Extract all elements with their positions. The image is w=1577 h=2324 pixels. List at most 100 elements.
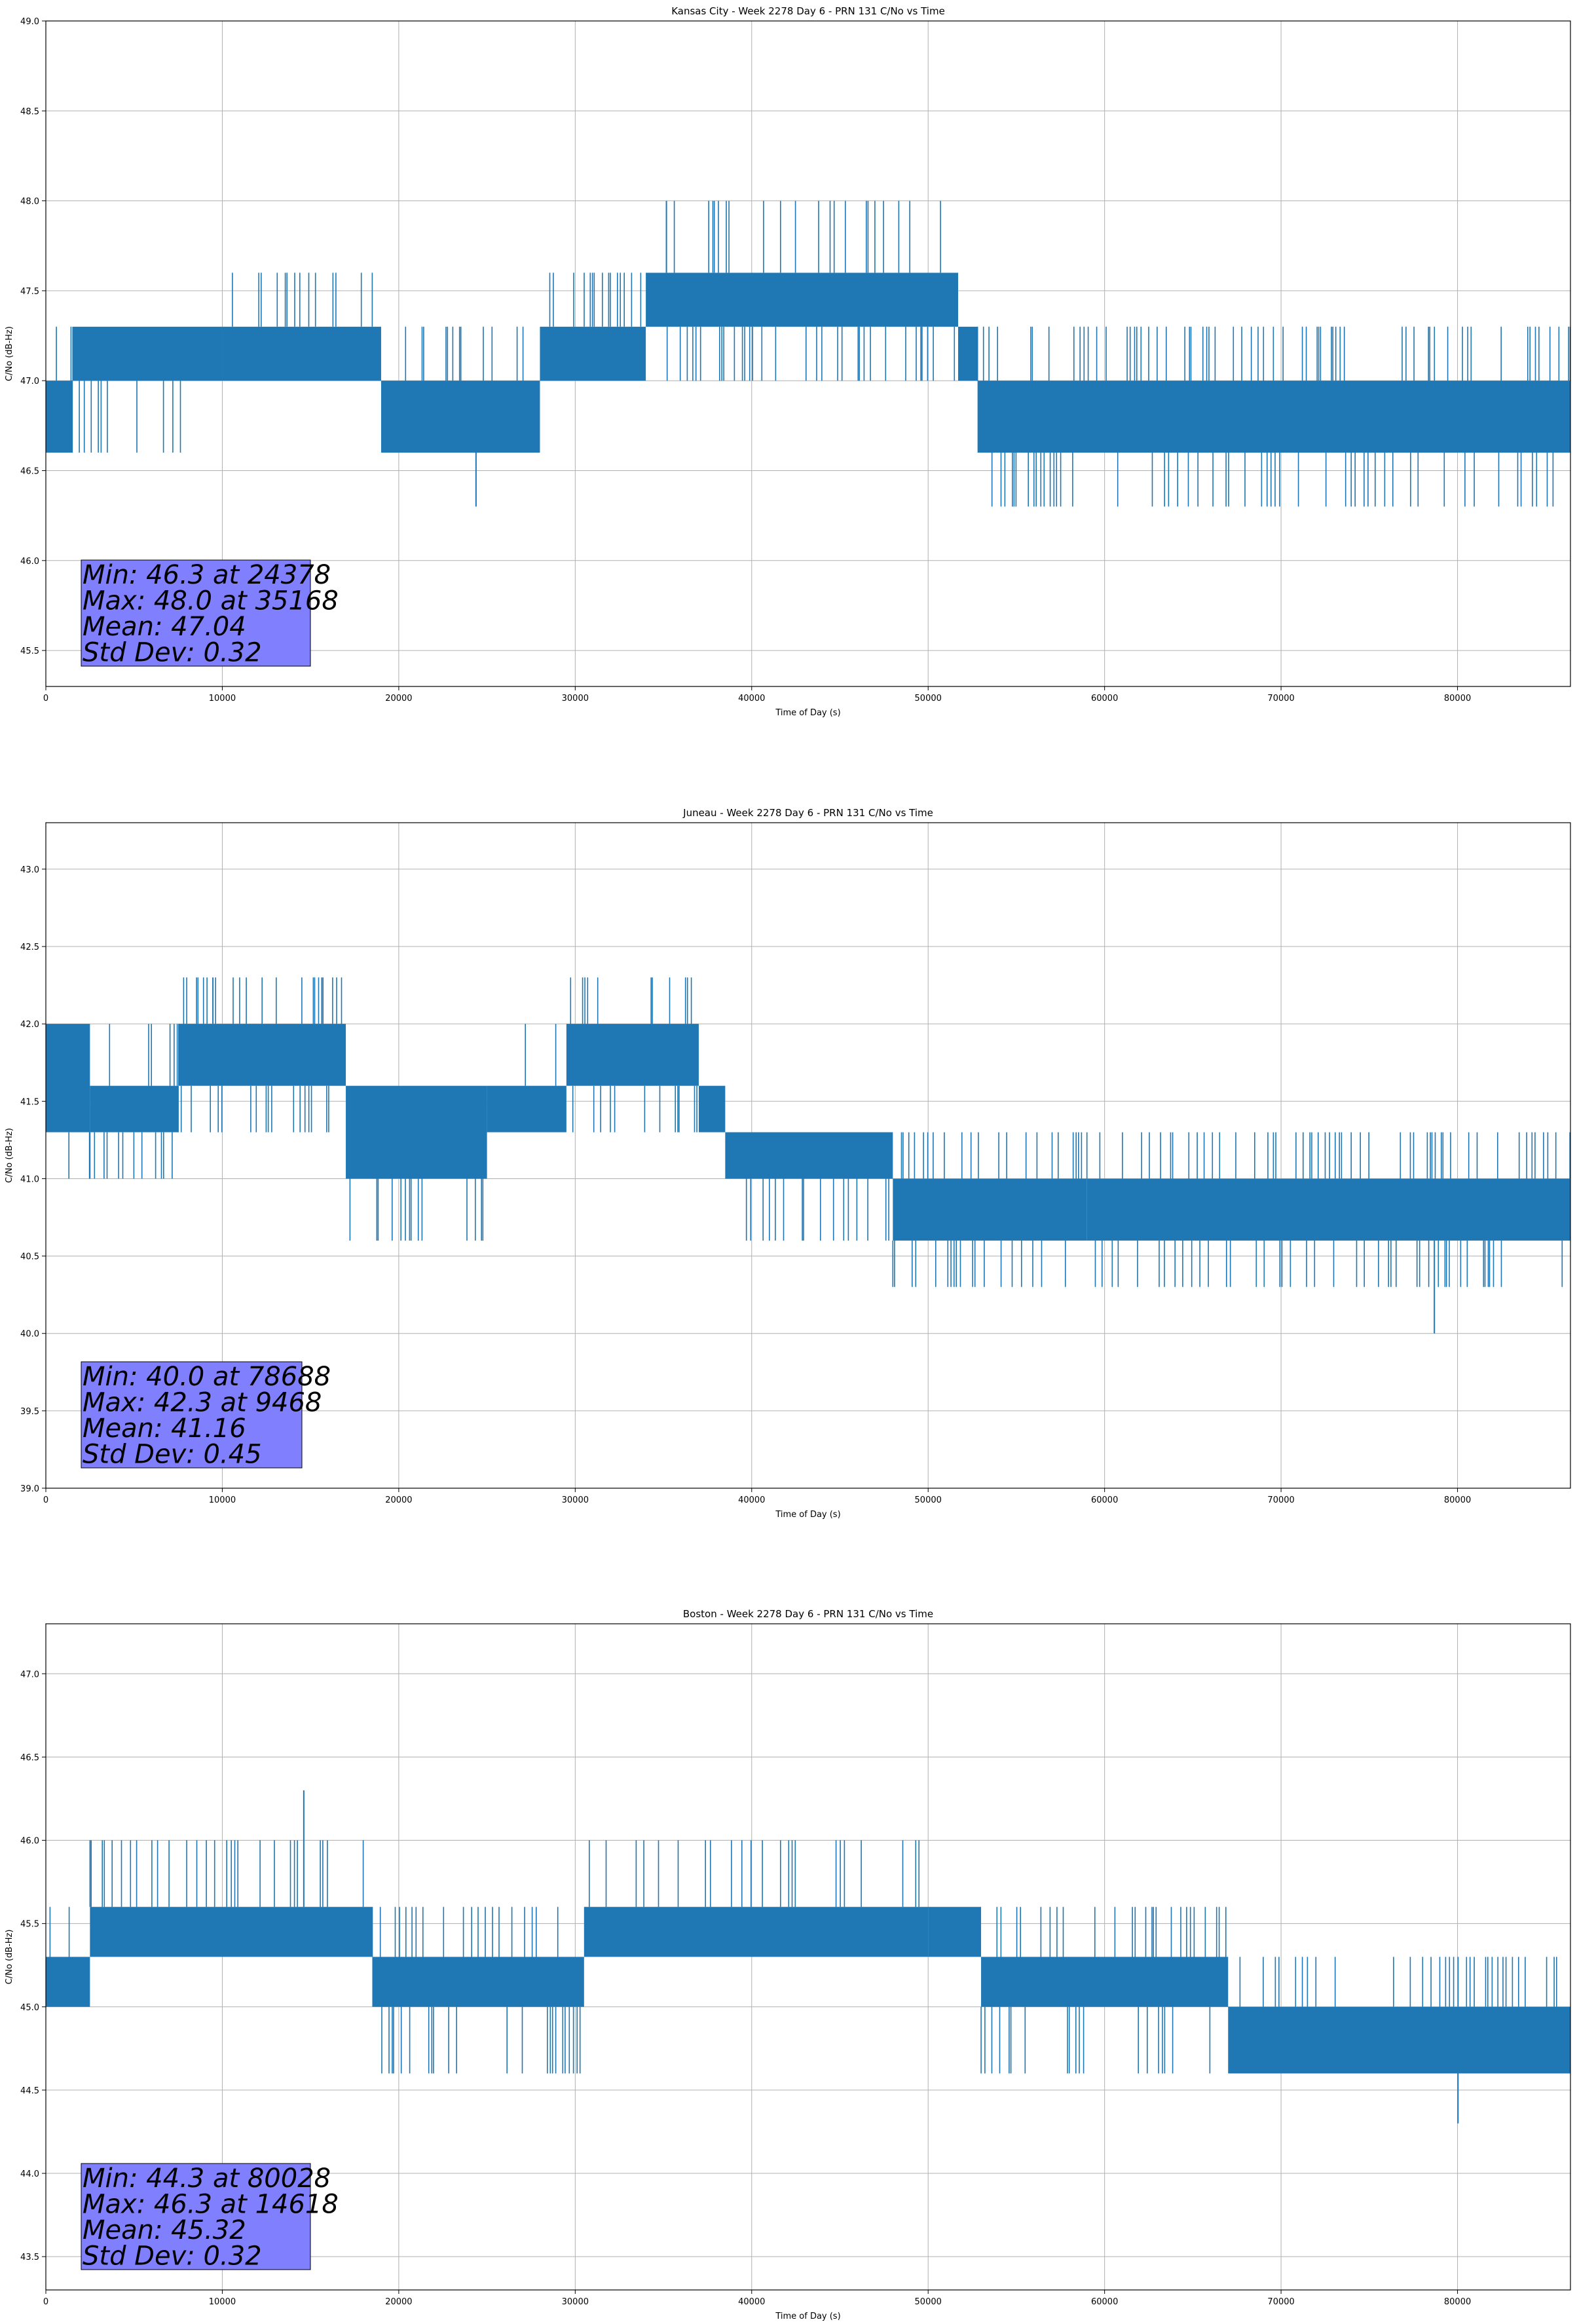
trace-band	[646, 272, 959, 327]
axes-frame	[45, 20, 1571, 687]
y-tick-label: 44.0	[20, 2169, 39, 2179]
y-tick-label: 48.5	[20, 107, 39, 117]
x-tick-label: 40000	[738, 694, 765, 703]
x-tick-label: 70000	[1267, 694, 1294, 703]
y-tick-label: 45.0	[20, 2003, 39, 2013]
x-tick-label: 0	[43, 2297, 48, 2307]
trace-spikes	[349, 1178, 484, 1241]
trace-spikes	[745, 1178, 889, 1241]
y-axis-label: C/No (dB-Hz)	[5, 1930, 14, 1985]
x-tick-label: 60000	[1091, 2297, 1118, 2307]
x-tick-label: 0	[43, 694, 48, 703]
y-tick-label: 43.0	[20, 865, 39, 875]
x-tick-label: 50000	[915, 2297, 942, 2307]
trace-spikes	[232, 272, 373, 327]
y-tick-label: 47.5	[20, 287, 39, 297]
y-tick-label: 46.0	[20, 1837, 39, 1846]
trace-spikes	[549, 272, 642, 327]
trace-band	[90, 1085, 179, 1133]
data-trace	[46, 977, 1570, 1334]
trace-band	[725, 1132, 893, 1179]
x-axis-label: Time of Day (s)	[775, 708, 840, 718]
trace-band	[958, 326, 978, 381]
trace-band	[222, 326, 381, 381]
stats-line: Std Dev: 0.45	[83, 1440, 262, 1470]
y-tick-label: 41.0	[20, 1174, 39, 1184]
trace-spikes	[525, 1024, 557, 1086]
y-tick-label: 39.0	[20, 1484, 39, 1494]
y-tick-label: 43.5	[20, 2253, 39, 2262]
y-tick-label: 40.5	[20, 1252, 39, 1262]
data-trace	[46, 1790, 1570, 2124]
trace-band	[90, 1907, 205, 1957]
x-tick-label: 10000	[209, 2297, 236, 2307]
x-tick-label: 80000	[1444, 2297, 1471, 2307]
x-tick-label: 80000	[1444, 1495, 1471, 1505]
stats-line: Mean: 41.16	[83, 1414, 246, 1444]
trace-band	[540, 326, 646, 381]
chart-2: 0 10000 20000 30000 40000 50000 60000 70000 8000…	[5, 1608, 1571, 2321]
trace-spikes	[892, 1132, 1083, 1287]
trace-band	[566, 1024, 699, 1086]
trace-band	[928, 1907, 982, 1957]
x-tick-label: 50000	[915, 1495, 942, 1505]
axes-frame	[45, 822, 1571, 1489]
trace-band	[1086, 1178, 1570, 1241]
trace-spikes	[206, 1840, 364, 1907]
trace-band	[380, 381, 540, 453]
x-axis-label: Time of Day (s)	[775, 1510, 840, 1520]
trace-band	[372, 1957, 584, 2007]
trace-spikes	[56, 326, 72, 381]
stats-line: Mean: 45.32	[83, 2215, 246, 2245]
x-tick-label: 50000	[915, 694, 942, 703]
y-tick-label: 46.0	[20, 557, 39, 567]
y-tick-label: 47.0	[20, 1670, 39, 1679]
stats-box	[81, 1361, 303, 1469]
trace-band	[72, 326, 223, 381]
x-tick-label: 40000	[738, 2297, 765, 2307]
trace-band	[487, 1085, 566, 1133]
stats-line: Max: 46.3 at 14618	[83, 2190, 339, 2220]
y-tick-label: 44.5	[20, 2086, 39, 2096]
trace-band	[1228, 2006, 1570, 2074]
stats-line: Max: 42.3 at 9468	[83, 1388, 322, 1418]
chart-title: Juneau - Week 2278 Day 6 - PRN 131 C/No …	[682, 807, 933, 819]
trace-band	[346, 1085, 487, 1179]
x-axis-label: Time of Day (s)	[775, 2312, 840, 2321]
trace-spikes	[89, 1024, 178, 1179]
trace-spikes	[570, 977, 697, 1133]
y-tick-label: 47.0	[20, 377, 39, 386]
x-tick-label: 30000	[562, 1495, 589, 1505]
data-trace	[46, 200, 1570, 507]
trace-band	[46, 381, 73, 453]
y-tick-label: 46.5	[20, 466, 39, 476]
stats-line: Min: 46.3 at 24378	[83, 560, 331, 590]
y-tick-label: 42.5	[20, 943, 39, 952]
stats-line: Min: 40.0 at 78688	[83, 1362, 331, 1392]
x-tick-label: 30000	[562, 2297, 589, 2307]
trace-band	[178, 1024, 346, 1086]
x-tick-label: 20000	[385, 1495, 412, 1505]
y-axis-label: C/No (dB-Hz)	[5, 326, 14, 381]
trace-spikes	[980, 1907, 1227, 2074]
y-tick-label: 46.5	[20, 1753, 39, 1763]
trace-band	[46, 1024, 90, 1133]
y-tick-label: 48.0	[20, 197, 39, 207]
trace-spikes	[976, 326, 1570, 507]
x-tick-label: 60000	[1091, 1495, 1118, 1505]
x-tick-label: 70000	[1267, 2297, 1294, 2307]
trace-band	[584, 1907, 929, 1957]
trace-spikes	[1086, 1132, 1570, 1287]
stats-box	[81, 2163, 311, 2270]
chart-0: 0 10000 20000 30000 40000 50000 60000 70000 8000…	[5, 5, 1571, 718]
trace-spikes	[68, 1132, 90, 1179]
trace-spikes	[1239, 1957, 1557, 2007]
axes-frame	[45, 1623, 1571, 2291]
x-tick-label: 10000	[209, 1495, 236, 1505]
y-tick-label: 45.5	[20, 647, 39, 656]
x-tick-label: 0	[43, 1495, 48, 1505]
y-tick-label: 41.5	[20, 1097, 39, 1107]
x-tick-label: 70000	[1267, 1495, 1294, 1505]
trace-spikes	[589, 1840, 919, 1907]
trace-spikes	[49, 1907, 70, 1957]
